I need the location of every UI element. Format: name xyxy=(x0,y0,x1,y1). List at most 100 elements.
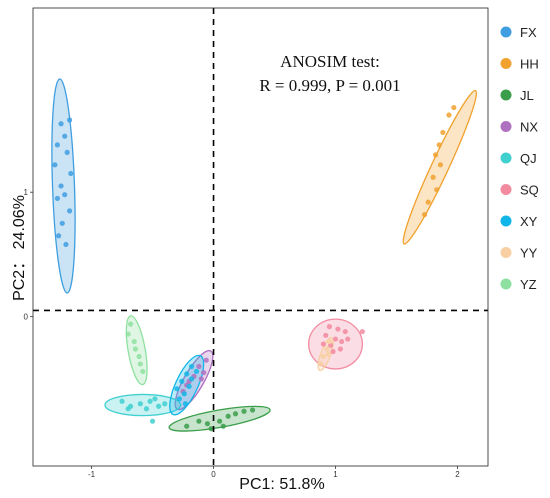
point-fx xyxy=(54,195,60,202)
point-fx xyxy=(62,192,68,198)
point-yz xyxy=(137,361,143,367)
point-jl xyxy=(220,423,226,429)
point-sq xyxy=(335,326,341,332)
legend-key-sq xyxy=(500,184,512,195)
y-axis-ticks: 01 xyxy=(24,188,33,322)
point-hh xyxy=(451,104,457,111)
plot-frame xyxy=(32,7,489,467)
point-yz xyxy=(127,321,134,327)
point-sq xyxy=(330,348,336,355)
legend-label-qj: QJ xyxy=(520,151,537,166)
legend-key-qj xyxy=(500,152,512,164)
point-nx xyxy=(198,376,204,382)
point-jl xyxy=(249,407,256,413)
data-points xyxy=(52,104,457,432)
point-xy xyxy=(188,363,195,370)
point-fx xyxy=(68,170,74,177)
point-hh xyxy=(440,129,446,136)
point-sq xyxy=(345,336,351,342)
point-sq xyxy=(326,324,333,330)
point-hh xyxy=(436,142,442,148)
point-hh xyxy=(430,174,436,180)
point-xy xyxy=(186,383,192,389)
point-yy xyxy=(320,353,326,360)
point-jl xyxy=(217,418,223,424)
legend-key-yz xyxy=(500,278,512,290)
point-xy xyxy=(182,401,189,407)
annotation-line-2: R = 0.999, P = 0.001 xyxy=(259,76,400,95)
point-hh xyxy=(434,187,440,193)
point-fx xyxy=(66,117,73,123)
point-hh xyxy=(446,112,452,118)
point-sq xyxy=(342,328,348,335)
point-sq xyxy=(337,346,343,352)
point-qj xyxy=(147,398,153,404)
point-qj xyxy=(162,401,168,407)
point-hh xyxy=(432,152,439,158)
point-sq xyxy=(359,328,365,335)
point-sq xyxy=(339,338,345,345)
point-fx xyxy=(54,142,60,148)
point-nx xyxy=(201,370,207,376)
point-qj xyxy=(125,406,131,412)
point-qj xyxy=(156,403,162,409)
legend-label-sq: SQ xyxy=(520,183,539,198)
point-qj xyxy=(143,406,150,412)
point-hh xyxy=(437,162,444,168)
legend: FX HH JL NX QJ SQ XY YY YZ xyxy=(500,25,539,292)
point-fx xyxy=(52,162,58,168)
point-fx xyxy=(66,208,73,214)
point-qj xyxy=(152,396,158,402)
point-yy xyxy=(324,346,330,352)
point-xy xyxy=(184,371,190,377)
point-xy xyxy=(188,376,195,382)
point-hh xyxy=(421,211,428,218)
legend-label-jl: JL xyxy=(520,88,534,103)
point-fx xyxy=(56,233,62,239)
point-jl xyxy=(208,426,214,432)
annotation-line-1: ANOSIM test: xyxy=(280,52,380,71)
point-nx xyxy=(203,357,209,363)
legend-key-xy xyxy=(500,215,512,227)
point-yz xyxy=(125,331,131,337)
legend-label-fx: FX xyxy=(520,25,537,40)
point-yz xyxy=(131,338,137,345)
point-yz xyxy=(136,353,142,360)
x-axis-ticks: -1 0 1 2 xyxy=(88,466,460,479)
point-yy xyxy=(318,361,324,367)
point-fx xyxy=(64,149,70,155)
legend-label-hh: HH xyxy=(520,57,539,72)
point-xy xyxy=(174,386,180,392)
point-sq xyxy=(320,341,326,347)
y-tick-label: 0 xyxy=(24,313,29,322)
x-tick-label: 2 xyxy=(455,470,460,479)
point-sq xyxy=(332,336,339,342)
point-xy xyxy=(181,391,187,397)
point-yy xyxy=(326,338,333,345)
ellipse-sq xyxy=(308,318,364,370)
point-jl xyxy=(204,421,211,427)
point-jl xyxy=(225,413,231,419)
point-fx xyxy=(59,220,65,226)
legend-key-hh xyxy=(500,58,512,69)
legend-label-yy: YY xyxy=(520,246,538,261)
x-tick-label: -1 xyxy=(88,470,96,479)
x-tick-label: 1 xyxy=(333,470,338,479)
y-axis-title: PC2： 24.06% xyxy=(11,195,28,301)
point-fx xyxy=(62,133,68,139)
point-qj xyxy=(137,401,143,407)
y-tick-label: 1 xyxy=(24,188,29,197)
x-axis-title: PC1: 51.8% xyxy=(239,476,324,493)
point-sq xyxy=(323,332,329,338)
point-fx xyxy=(58,121,64,127)
legend-key-yy xyxy=(500,247,512,258)
point-qj xyxy=(119,398,125,404)
point-fx xyxy=(58,183,64,189)
point-hh xyxy=(425,199,431,205)
legend-key-fx xyxy=(500,26,512,38)
point-xy xyxy=(193,368,200,375)
confidence-ellipses xyxy=(51,78,478,432)
point-jl xyxy=(184,423,190,429)
point-yz xyxy=(140,368,146,375)
